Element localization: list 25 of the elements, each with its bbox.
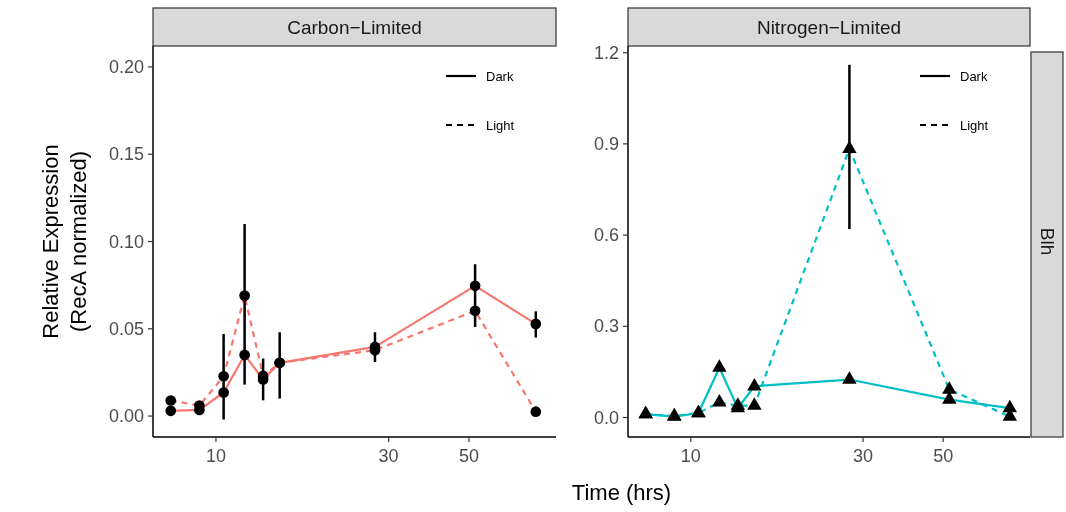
legend-label: Dark bbox=[486, 69, 514, 84]
x-tick-label: 30 bbox=[853, 446, 874, 466]
x-tick-label: 50 bbox=[458, 446, 479, 466]
y-tick-label: 1.2 bbox=[593, 42, 619, 63]
y-tick-label: 0.20 bbox=[108, 56, 144, 77]
x-tick-label: 50 bbox=[933, 446, 954, 466]
y-tick-label: 0.3 bbox=[593, 316, 619, 337]
x-tick-label: 30 bbox=[378, 446, 399, 466]
x-tick-label: 10 bbox=[680, 446, 701, 466]
chart-title: Nitrogen−Limited bbox=[756, 17, 902, 38]
y-tick-label: 0.00 bbox=[108, 406, 144, 427]
y-tick-label: 0.15 bbox=[108, 144, 144, 165]
legend-label: Light bbox=[960, 118, 989, 133]
x-axis-title: Time (hrs) bbox=[571, 480, 672, 505]
legend-label: Light bbox=[486, 118, 515, 133]
chart-title: Carbon−Limited bbox=[287, 17, 422, 38]
y-tick-label: 0.05 bbox=[108, 318, 144, 339]
legend-label: Dark bbox=[960, 69, 988, 84]
y-tick-label: 0.6 bbox=[593, 225, 619, 246]
text: Blh bbox=[1037, 227, 1058, 256]
y-tick-label: 0.0 bbox=[593, 407, 619, 428]
x-tick-label: 10 bbox=[205, 446, 226, 466]
y-axis-title: Relative Expression (RecA normalized) bbox=[38, 144, 91, 339]
y-tick-label: 0.10 bbox=[108, 231, 144, 252]
y-tick-label: 0.9 bbox=[593, 133, 619, 154]
